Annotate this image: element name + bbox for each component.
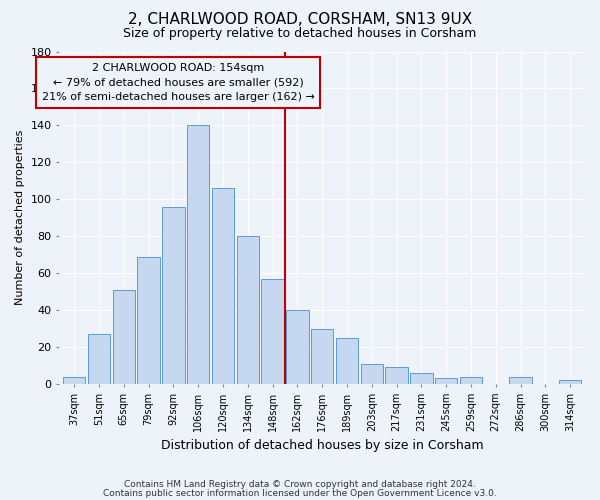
Bar [361, 364, 383, 384]
Text: Size of property relative to detached houses in Corsham: Size of property relative to detached ho… [124, 28, 476, 40]
Bar [88, 334, 110, 384]
Bar [137, 256, 160, 384]
Bar [509, 376, 532, 384]
Text: 2 CHARLWOOD ROAD: 154sqm
← 79% of detached houses are smaller (592)
21% of semi-: 2 CHARLWOOD ROAD: 154sqm ← 79% of detach… [42, 62, 315, 102]
Bar [262, 278, 284, 384]
Bar [286, 310, 308, 384]
Bar [162, 206, 185, 384]
Bar [460, 376, 482, 384]
Bar [336, 338, 358, 384]
Bar [187, 126, 209, 384]
Bar [311, 328, 334, 384]
Bar [113, 290, 135, 384]
Text: Contains public sector information licensed under the Open Government Licence v3: Contains public sector information licen… [103, 489, 497, 498]
Y-axis label: Number of detached properties: Number of detached properties [15, 130, 25, 306]
Text: 2, CHARLWOOD ROAD, CORSHAM, SN13 9UX: 2, CHARLWOOD ROAD, CORSHAM, SN13 9UX [128, 12, 472, 28]
Bar [410, 373, 433, 384]
Bar [559, 380, 581, 384]
Bar [63, 376, 85, 384]
Bar [385, 368, 408, 384]
Text: Contains HM Land Registry data © Crown copyright and database right 2024.: Contains HM Land Registry data © Crown c… [124, 480, 476, 489]
Bar [435, 378, 457, 384]
Bar [212, 188, 234, 384]
X-axis label: Distribution of detached houses by size in Corsham: Distribution of detached houses by size … [161, 440, 484, 452]
Bar [236, 236, 259, 384]
